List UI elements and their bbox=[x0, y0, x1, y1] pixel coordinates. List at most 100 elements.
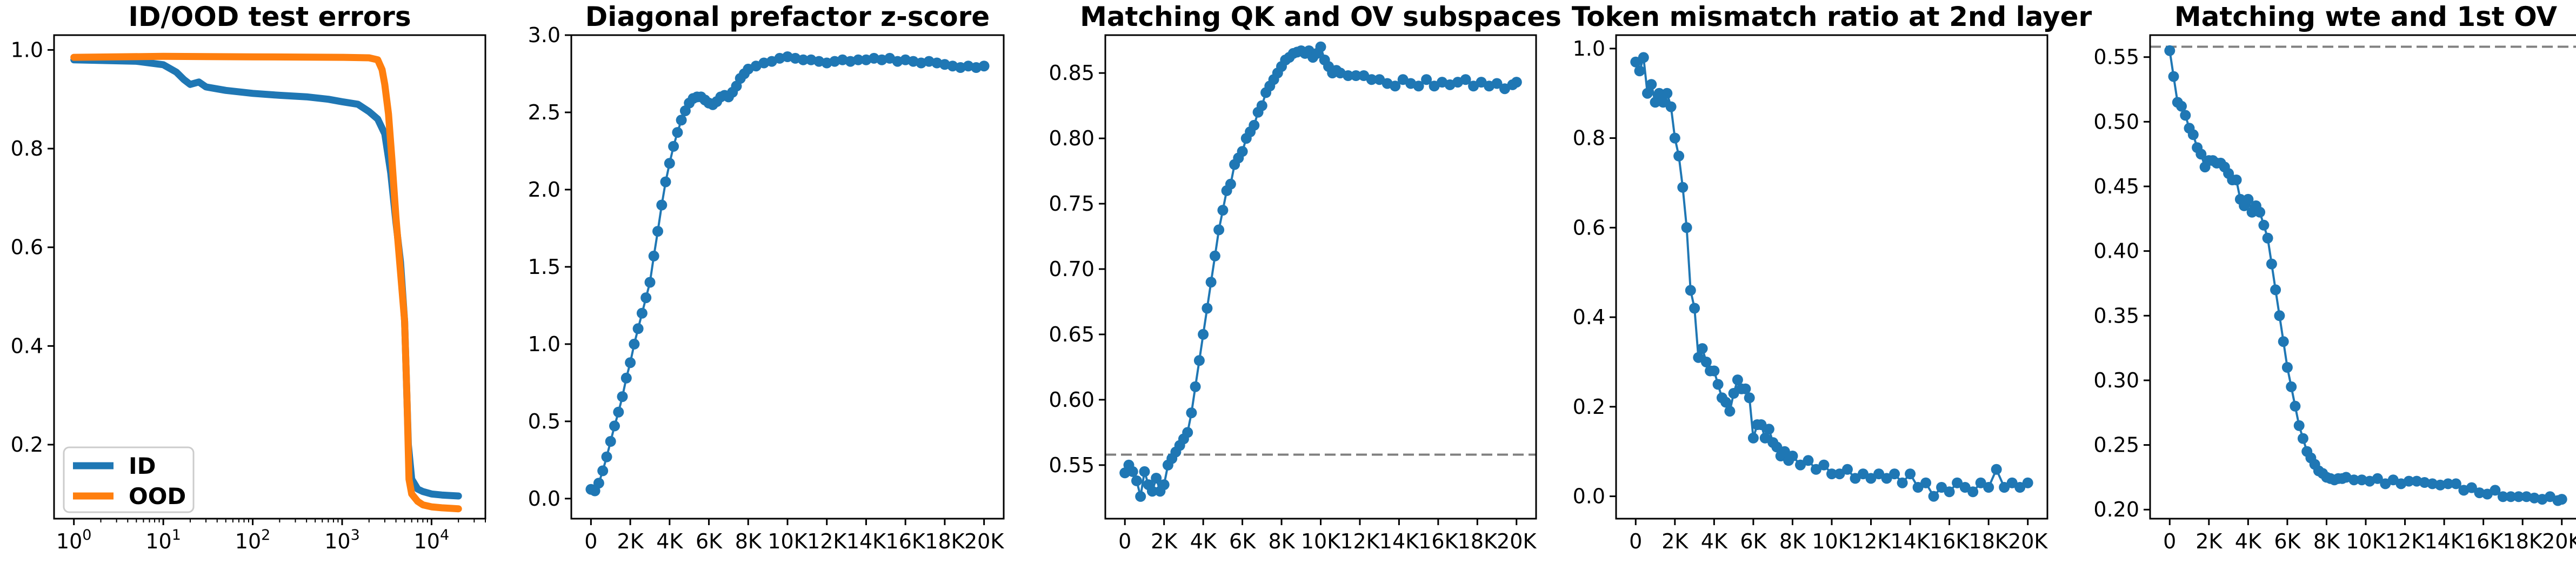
data-point bbox=[1803, 455, 1814, 466]
data-point bbox=[1669, 132, 1680, 144]
data-point bbox=[1959, 482, 1971, 493]
data-point bbox=[1198, 328, 1209, 340]
data-point bbox=[1491, 78, 1503, 89]
x-tick-label: 102 bbox=[235, 527, 271, 553]
x-tick-label: 20K bbox=[2542, 529, 2576, 553]
x-tick-label: 104 bbox=[414, 527, 450, 553]
data-point bbox=[1673, 150, 1685, 162]
y-tick-label: 0.45 bbox=[2093, 175, 2139, 198]
data-point bbox=[2513, 491, 2524, 502]
x-tick-label: 20K bbox=[964, 529, 1004, 553]
y-tick-label: 2.5 bbox=[528, 100, 560, 124]
y-tick-label: 0.85 bbox=[1049, 61, 1095, 85]
data-point bbox=[1237, 146, 1248, 157]
x-tick-label: 0 bbox=[1118, 529, 1131, 553]
x-tick-label: 0 bbox=[584, 529, 597, 553]
y-tick-label: 0.4 bbox=[1573, 305, 1605, 329]
data-point bbox=[1712, 379, 1724, 390]
data-point bbox=[1193, 355, 1205, 366]
x-tick-label: 16K bbox=[2464, 529, 2504, 553]
data-point bbox=[2006, 477, 2018, 488]
data-point bbox=[2286, 381, 2297, 392]
data-point bbox=[2403, 475, 2414, 487]
x-tick-label: 12K bbox=[1340, 529, 1380, 553]
data-point bbox=[1182, 427, 1193, 438]
data-point bbox=[1975, 477, 1986, 488]
y-tick-label: 0.0 bbox=[1573, 485, 1605, 508]
chart-title: Matching QK and OV subspaces bbox=[1080, 1, 1561, 32]
data-point bbox=[2168, 71, 2179, 82]
data-point bbox=[1928, 491, 1939, 502]
data-point bbox=[1889, 468, 1900, 480]
y-tick-label: 0.50 bbox=[2093, 110, 2139, 133]
y-tick-label: 0.5 bbox=[528, 410, 560, 433]
y-tick-label: 0.75 bbox=[1049, 192, 1095, 216]
x-tick-label: 8K bbox=[2313, 529, 2340, 553]
y-tick-label: 0.60 bbox=[1049, 388, 1095, 412]
data-point bbox=[2297, 433, 2308, 444]
y-tick-label: 0.8 bbox=[11, 137, 43, 160]
x-tick-label: 0 bbox=[2163, 529, 2176, 553]
data-point bbox=[1700, 357, 1712, 367]
data-point bbox=[1834, 468, 1845, 480]
y-tick-label: 0.80 bbox=[1049, 126, 1095, 150]
data-point bbox=[1912, 482, 1924, 493]
data-point bbox=[2022, 477, 2033, 488]
y-tick-label: 1.0 bbox=[1573, 37, 1605, 61]
data-point bbox=[1151, 473, 1162, 484]
x-tick-label: 2K bbox=[1661, 529, 1689, 553]
data-point bbox=[640, 292, 652, 304]
axes-frame bbox=[570, 34, 1005, 520]
x-tick-label: 10K bbox=[2346, 529, 2386, 553]
chart-panel-4: Token mismatch ratio at 2nd layer 0.0 0.2 0… bbox=[1572, 1, 2092, 553]
data-point bbox=[1944, 486, 1955, 498]
data-point bbox=[660, 176, 671, 187]
data-point bbox=[1350, 70, 1362, 81]
data-point bbox=[676, 115, 687, 126]
data-point bbox=[2505, 491, 2517, 502]
legend-label: OOD bbox=[129, 483, 186, 509]
data-point bbox=[1186, 407, 1197, 419]
data-point bbox=[1460, 74, 1471, 85]
axes-frame bbox=[2149, 34, 2576, 520]
data-point bbox=[1642, 88, 1653, 99]
chart-title: Diagonal prefactor z-score bbox=[585, 1, 990, 32]
data-point bbox=[1650, 97, 1661, 108]
x-tick-label: 12K bbox=[807, 529, 847, 553]
x-tick-label: 2K bbox=[1151, 529, 1178, 553]
x-tick-label: 14K bbox=[1890, 529, 1930, 553]
data-point bbox=[2348, 474, 2360, 486]
legend-label: ID bbox=[129, 453, 156, 479]
y-tick-label: 0.25 bbox=[2093, 433, 2139, 457]
x-tick-label: 103 bbox=[324, 527, 360, 553]
data-point bbox=[1740, 383, 1751, 394]
data-point bbox=[2262, 232, 2273, 244]
data-point bbox=[1697, 343, 1708, 354]
legend: ID OOD bbox=[63, 446, 195, 513]
data-point bbox=[2293, 420, 2305, 431]
series-line bbox=[2168, 50, 2562, 502]
data-point bbox=[1202, 303, 1213, 314]
data-point bbox=[1146, 486, 1158, 497]
data-point bbox=[2164, 45, 2175, 56]
data-point bbox=[2014, 482, 2026, 493]
x-tick-label: 14K bbox=[2424, 529, 2464, 553]
chart-title: ID/OOD test errors bbox=[128, 1, 411, 32]
data-point bbox=[601, 451, 612, 462]
data-point bbox=[1771, 441, 1783, 453]
data-point bbox=[2278, 336, 2289, 347]
data-point bbox=[1865, 473, 1877, 484]
data-point bbox=[1366, 74, 1377, 85]
data-point bbox=[798, 54, 809, 65]
data-point bbox=[1744, 392, 1755, 404]
y-tick-label: 1.5 bbox=[528, 255, 560, 279]
data-point bbox=[1135, 491, 1146, 502]
y-tick-label: 0.40 bbox=[2093, 239, 2139, 263]
data-point bbox=[1795, 459, 1806, 471]
data-point bbox=[2180, 110, 2191, 121]
series-line bbox=[1634, 56, 2028, 498]
data-point bbox=[629, 338, 640, 350]
data-point bbox=[1991, 464, 2002, 475]
series-line-ood bbox=[70, 52, 462, 513]
chart-panel-5: Matching wte and 1st OV 0.20 0.25 0.30 0.35 0… bbox=[2093, 1, 2576, 553]
